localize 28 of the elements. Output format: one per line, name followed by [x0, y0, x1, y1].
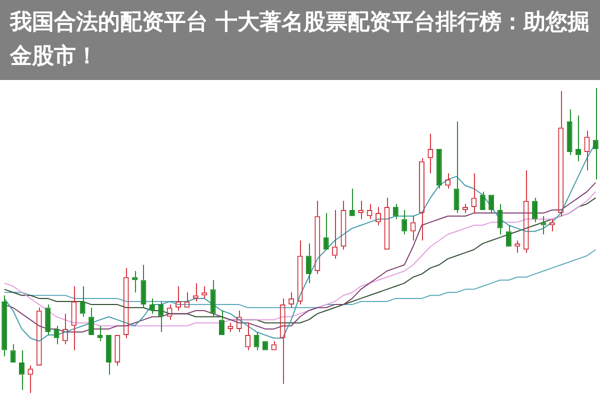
candlestick — [88, 307, 94, 336]
candlestick — [106, 335, 112, 376]
candlestick — [323, 212, 329, 250]
candlestick — [54, 325, 60, 345]
candlestick — [158, 301, 164, 332]
candlestick — [566, 108, 572, 156]
candlestick — [80, 286, 86, 318]
candlestick — [436, 149, 442, 190]
candlestick — [480, 191, 486, 210]
candlestick — [10, 344, 16, 362]
candlestick — [454, 121, 460, 214]
chart-title: 我国合法的配资平台 十大著名股票配资平台排行榜：助您掘金股市！ — [10, 9, 590, 71]
candlestick — [402, 210, 408, 235]
candlestick — [306, 243, 312, 284]
candlestick — [488, 194, 494, 214]
candlestick — [592, 88, 598, 180]
candlestick — [254, 332, 260, 351]
candlestick — [45, 304, 51, 336]
candlestick — [19, 350, 24, 390]
candlestick — [210, 280, 216, 318]
candlestick — [2, 294, 8, 357]
candlestick — [132, 270, 138, 293]
candlestick — [392, 203, 398, 220]
candlestick — [532, 197, 538, 223]
candlestick — [140, 264, 146, 308]
candlestick — [506, 224, 512, 247]
candlestick — [540, 216, 546, 235]
candlestick — [219, 310, 224, 336]
